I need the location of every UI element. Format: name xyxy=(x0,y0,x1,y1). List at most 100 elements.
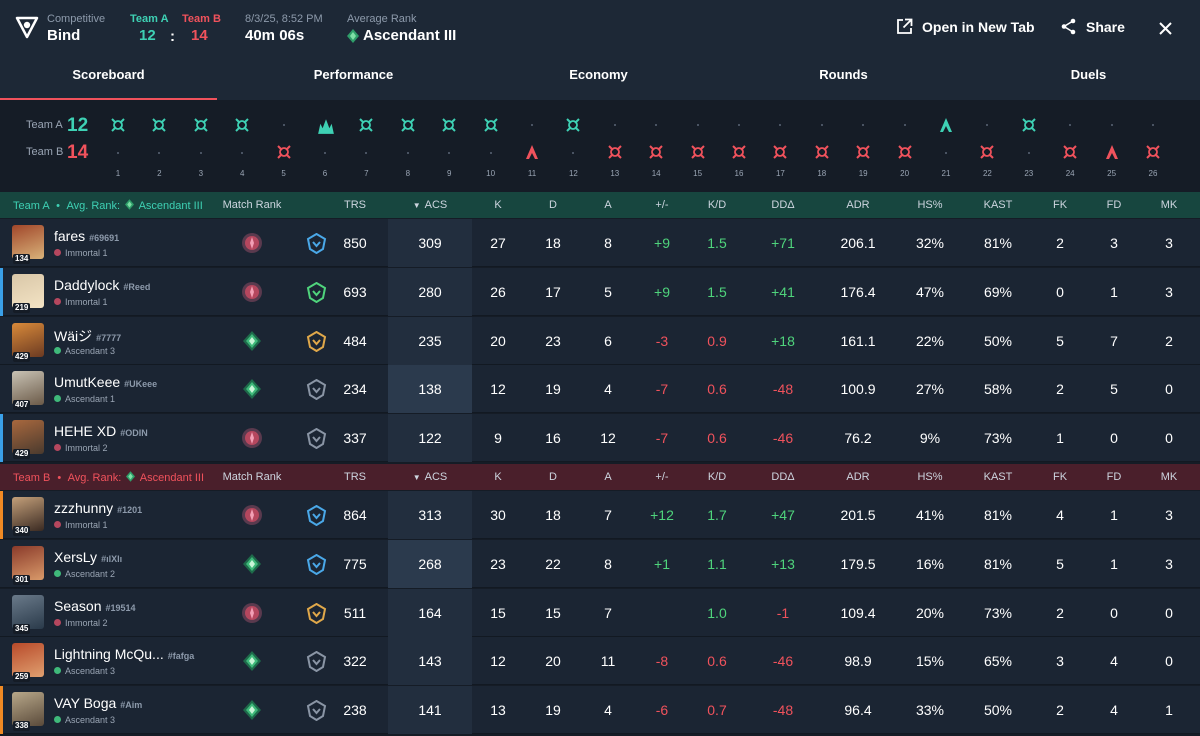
header-pm[interactable]: +/- xyxy=(622,471,702,483)
stat-mk: 3 xyxy=(1165,507,1173,523)
player-name[interactable]: Season #19514 xyxy=(54,598,136,614)
agent-avatar[interactable] xyxy=(12,497,44,531)
header-acs[interactable]: ▼ ACS xyxy=(390,199,470,211)
header-trs[interactable]: TRS xyxy=(315,471,395,483)
player-name[interactable]: UmutKeee #UKeee xyxy=(54,374,157,390)
round-elimination-icon[interactable] xyxy=(441,117,457,133)
player-row[interactable]: 407 UmutKeee #UKeee Ascendant 1 234 138 12 19 4 -… xyxy=(0,365,1200,414)
round-spike-defuse-icon[interactable] xyxy=(1104,144,1120,160)
round-elimination-icon[interactable] xyxy=(690,144,706,160)
tab-economy[interactable]: Economy xyxy=(569,67,628,82)
round-elimination-icon[interactable] xyxy=(731,144,747,160)
player-row[interactable]: 219 Daddylock #Reed Immortal 1 693 280 26 17 5 +9… xyxy=(0,267,1200,316)
agent-avatar[interactable] xyxy=(12,371,44,406)
share-button[interactable]: Share xyxy=(1060,18,1125,35)
header-kd[interactable]: K/D xyxy=(677,471,757,483)
header-adr[interactable]: ADR xyxy=(818,199,898,211)
header-mk[interactable]: MK xyxy=(1129,471,1200,483)
agent-avatar[interactable] xyxy=(12,545,44,580)
player-name[interactable]: Lightning McQu... #fafga xyxy=(54,646,194,662)
player-row[interactable]: 340 zzzhunny #1201 Immortal 1 864 313 30 18 7 +12… xyxy=(0,491,1200,539)
header-dd[interactable]: DDΔ xyxy=(743,471,823,483)
round-elimination-icon[interactable] xyxy=(358,117,374,133)
header-pm[interactable]: +/- xyxy=(622,199,702,211)
header-adr[interactable]: ADR xyxy=(818,471,898,483)
round-elimination-icon[interactable] xyxy=(897,144,913,160)
round-elimination-icon[interactable] xyxy=(151,117,167,133)
player-row[interactable]: 345 Season #19514 Immortal 2 511 164 15 15 7 1.0 -… xyxy=(0,588,1200,637)
round-elimination-icon[interactable] xyxy=(400,117,416,133)
header-fd[interactable]: FD xyxy=(1074,199,1154,211)
round-elimination-icon[interactable] xyxy=(565,117,581,133)
player-row[interactable]: 259 Lightning McQu... #fafga Ascendant 3 322… xyxy=(0,637,1200,686)
header-a[interactable]: A xyxy=(568,471,648,483)
header-fd[interactable]: FD xyxy=(1074,471,1154,483)
agent-avatar[interactable] xyxy=(12,594,44,629)
close-icon[interactable] xyxy=(1159,22,1172,35)
round-elimination-icon[interactable] xyxy=(855,144,871,160)
round-elimination-icon[interactable] xyxy=(979,144,995,160)
round-elimination-icon[interactable] xyxy=(483,117,499,133)
header-kast[interactable]: KAST xyxy=(958,471,1038,483)
player-row[interactable]: 134 fares #69691 Immortal 1 850 309 27 18 8 +9 1.5… xyxy=(0,219,1200,267)
round-elimination-icon[interactable] xyxy=(193,117,209,133)
player-name[interactable]: zzzhunny #1201 xyxy=(54,500,142,516)
header-k[interactable]: K xyxy=(458,199,538,211)
header-kd-label: K/D xyxy=(707,199,727,211)
round-elimination-icon[interactable] xyxy=(276,144,292,160)
stat-kd: 0.6 xyxy=(707,430,727,447)
tab-performance[interactable]: Performance xyxy=(313,67,394,82)
round-elimination-icon[interactable] xyxy=(648,144,664,160)
round-elimination-icon[interactable] xyxy=(1021,117,1037,133)
header-d[interactable]: D xyxy=(513,471,593,483)
player-name[interactable]: HEHE XD #ODIN xyxy=(54,423,148,439)
header-fk[interactable]: FK xyxy=(1020,471,1100,483)
tab-scoreboard[interactable]: Scoreboard xyxy=(0,58,217,100)
header-a[interactable]: A xyxy=(568,199,648,211)
header-k[interactable]: K xyxy=(458,471,538,483)
trs-tier-icon xyxy=(306,700,327,722)
agent-avatar[interactable] xyxy=(12,225,44,259)
round-elimination-icon[interactable] xyxy=(772,144,788,160)
tab-rounds[interactable]: Rounds xyxy=(819,67,868,82)
app-logo-icon[interactable] xyxy=(15,15,39,39)
player-name[interactable]: Wäiジ #7777 xyxy=(54,326,121,346)
agent-avatar[interactable] xyxy=(12,420,44,455)
header-acs[interactable]: ▼ ACS xyxy=(390,471,470,483)
round-elimination-icon[interactable] xyxy=(1062,144,1078,160)
agent-avatar[interactable] xyxy=(12,322,44,357)
round-elimination-icon[interactable] xyxy=(1145,144,1161,160)
open-new-tab-button[interactable]: Open in New Tab xyxy=(896,18,1035,35)
player-name[interactable]: fares #69691 xyxy=(54,228,119,244)
round-elimination-icon[interactable] xyxy=(607,144,623,160)
agent-avatar[interactable] xyxy=(12,692,44,727)
header-mk[interactable]: MK xyxy=(1129,199,1200,211)
header-hs[interactable]: HS% xyxy=(890,471,970,483)
round-spike-defuse-icon[interactable] xyxy=(938,117,954,133)
tab-duels[interactable]: Duels xyxy=(1070,67,1107,82)
round-spike-defuse-icon[interactable] xyxy=(524,144,540,160)
player-row[interactable]: 429 HEHE XD #ODIN Immortal 2 337 122 9 16 12 -7 0.… xyxy=(0,414,1200,463)
player-name[interactable]: VAY Boga #Aim xyxy=(54,695,142,711)
round-spike-detonate-icon[interactable] xyxy=(317,117,334,134)
header-match-rank[interactable]: Match Rank xyxy=(222,199,282,211)
round-elimination-icon[interactable] xyxy=(110,117,126,133)
header-trs[interactable]: TRS xyxy=(315,199,395,211)
header-d[interactable]: D xyxy=(513,199,593,211)
team-a-score-block: Team A 12 xyxy=(130,13,169,45)
header-fk[interactable]: FK xyxy=(1020,199,1100,211)
header-kd[interactable]: K/D xyxy=(677,199,757,211)
header-match-rank[interactable]: Match Rank xyxy=(222,471,282,483)
player-row[interactable]: 301 XersLy #ılXlı Ascendant 2 775 268 23 22 8 +1 1… xyxy=(0,539,1200,588)
round-elimination-icon[interactable] xyxy=(814,144,830,160)
player-name[interactable]: XersLy #ılXlı xyxy=(54,549,122,565)
player-name[interactable]: Daddylock #Reed xyxy=(54,277,150,293)
player-row[interactable]: 338 VAY Boga #Aim Ascendant 3 238 141 13 19 4 -6 0… xyxy=(0,686,1200,735)
agent-avatar[interactable] xyxy=(12,273,44,308)
header-kast[interactable]: KAST xyxy=(958,199,1038,211)
round-elimination-icon[interactable] xyxy=(234,117,250,133)
agent-avatar[interactable] xyxy=(12,643,44,678)
header-dd[interactable]: DDΔ xyxy=(743,199,823,211)
header-hs[interactable]: HS% xyxy=(890,199,970,211)
player-row[interactable]: 429 Wäiジ #7777 Ascendant 3 484 235 20 23 6 -3 0.9 +… xyxy=(0,316,1200,365)
